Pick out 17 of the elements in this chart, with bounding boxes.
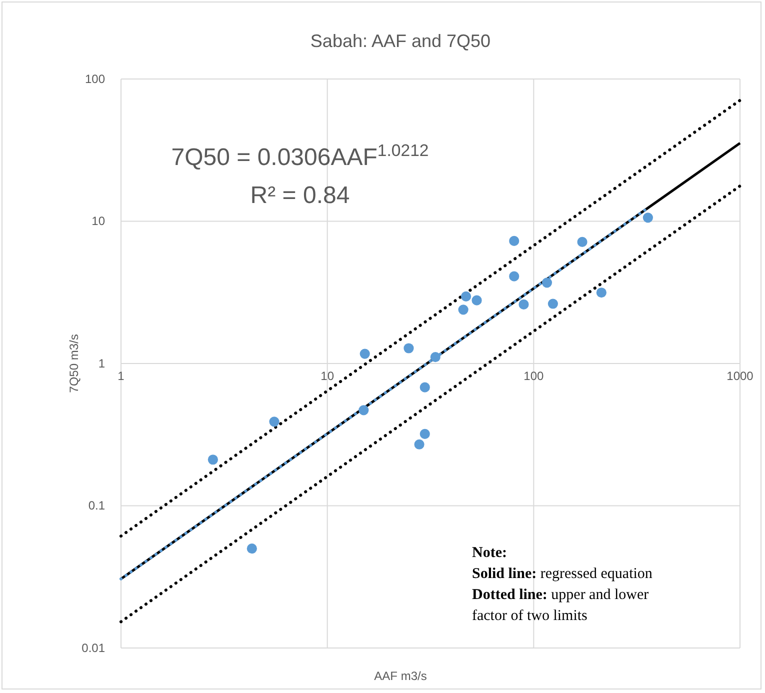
x-tick-label: 10 [320,369,334,384]
annotation: Note: [472,545,507,561]
annotation: 7Q50 = 0.0306AAF$^{1.0212}$ [171,140,429,171]
annotation: Solid line: regressed equation [472,566,653,582]
y-tick-label: 100 [84,72,106,86]
y-tick-label: 1 [98,356,106,370]
x-tick-label: 1000 [726,369,754,384]
annotation: R² = 0.84 [250,182,350,209]
y-tick-label: 10 [92,214,106,228]
chart-title: Sabah: AAF and 7Q50 [310,31,491,51]
y-tick-label: 0.1 [88,498,106,513]
x-tick-label: 1 [118,369,125,384]
x-axis-title: AAF m3/s [374,669,427,683]
y-tick-label: 0.01 [82,640,106,655]
x-tick-label: 100 [524,369,544,384]
y-axis-title: 7Q50 m3/s [67,334,81,393]
annotation: Dotted line: upper and lower factor of two limits [472,587,649,624]
